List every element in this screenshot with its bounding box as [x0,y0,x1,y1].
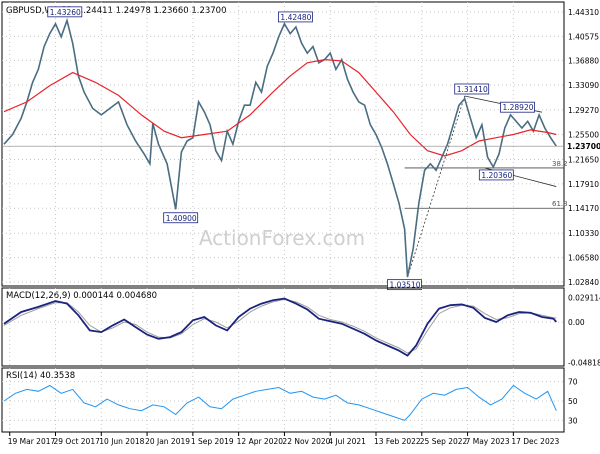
moving-average-line [3,58,557,157]
rsi-title: RSI(14) 40.3538 [6,371,75,381]
price-tick-label: 1.02840 [568,278,599,287]
price-tick-label: 1.10330 [568,229,599,238]
price-annotation-box [387,279,422,291]
price-tick-label: 1.36880 [568,56,599,65]
x-axis-label: 29 Oct 2017 [54,437,101,446]
price-tick-label: 1.33090 [568,81,599,90]
price-annotation-label: 1.40900 [166,214,197,223]
fib-382-label: 38.2 [552,160,568,168]
price-tick-label: 1.40575 [568,32,599,41]
price-annotation-box [478,169,514,181]
macd-line [3,297,557,357]
price-panel-title: GBPUSD,Weekly 1.24411 1.24978 1.23660 1.… [6,6,227,16]
macd-signal-line [3,298,557,354]
x-axis-label: 25 Sep 2022 [420,437,468,446]
rsi-tick-label: 70 [568,378,578,387]
price-annotation-box [500,101,535,113]
price-tick-label: 1.21650 [568,156,599,165]
x-axis-label: 7 May 2023 [466,437,510,446]
x-axis-label: 17 Dec 2023 [511,437,559,446]
price-close-line [3,17,557,278]
price-tick-label: 1.17910 [568,180,599,189]
price-annotation-label: 1.42480 [280,13,311,22]
x-axis-label: 20 Jan 2019 [145,437,190,446]
price-annotation-label: 1.03510 [389,281,420,290]
x-axis-label: 4 Jul 2021 [328,437,366,446]
macd-title: MACD(12,26,9) 0.000144 0.004680 [6,291,157,301]
price-annotation-box [47,6,83,18]
price-panel: GBPUSD,Weekly 1.24411 1.24978 1.23660 1.… [1,1,600,291]
rsi-tick-label: 30 [568,416,578,425]
price-tick-label: 1.25500 [568,130,599,139]
macd-tick-label: 0.029114 [568,294,600,303]
x-axis-label: 1 Sep 2019 [191,437,234,446]
x-axis-label: 12 Apr 2020 [237,437,284,446]
price-annotation-label: 1.43260 [50,8,81,17]
price-annotation-label: 1.20360 [481,171,512,180]
x-axis-label: 22 Nov 2020 [282,437,330,446]
fib-618-label: 61.8 [552,200,568,208]
rsi-line [3,384,557,421]
last-price-box [565,141,599,152]
price-annotation-box [454,83,490,95]
rsi-tick-label: 50 [568,397,578,406]
price-tick-label: 1.14170 [568,204,599,213]
x-axis-label: 13 Feb 2022 [374,437,421,446]
macd-tick-label: 0.00 [568,318,585,327]
x-axis-label: 19 Mar 2017 [8,437,56,446]
x-axis-label: 10 Jun 2018 [99,437,144,446]
price-tick-label: 1.44310 [568,8,599,17]
price-tick-label: 1.06580 [568,254,599,263]
rsi-panel: RSI(14) 40.3538 70 50 30 [1,367,578,433]
price-tick-label: 1.29270 [568,106,599,115]
price-annotation-box [278,11,313,23]
price-annotation-label: 1.31410 [457,85,488,94]
price-annotation-box [163,212,199,224]
macd-tick-label: -0.048189 [568,358,600,367]
macd-panel: MACD(12,26,9) 0.000144 0.004680 0.029114… [1,287,600,367]
last-price-label: 1.23700 [567,142,600,151]
price-annotation-label: 1.28920 [502,103,533,112]
watermark: ActionForex.com [199,226,365,250]
